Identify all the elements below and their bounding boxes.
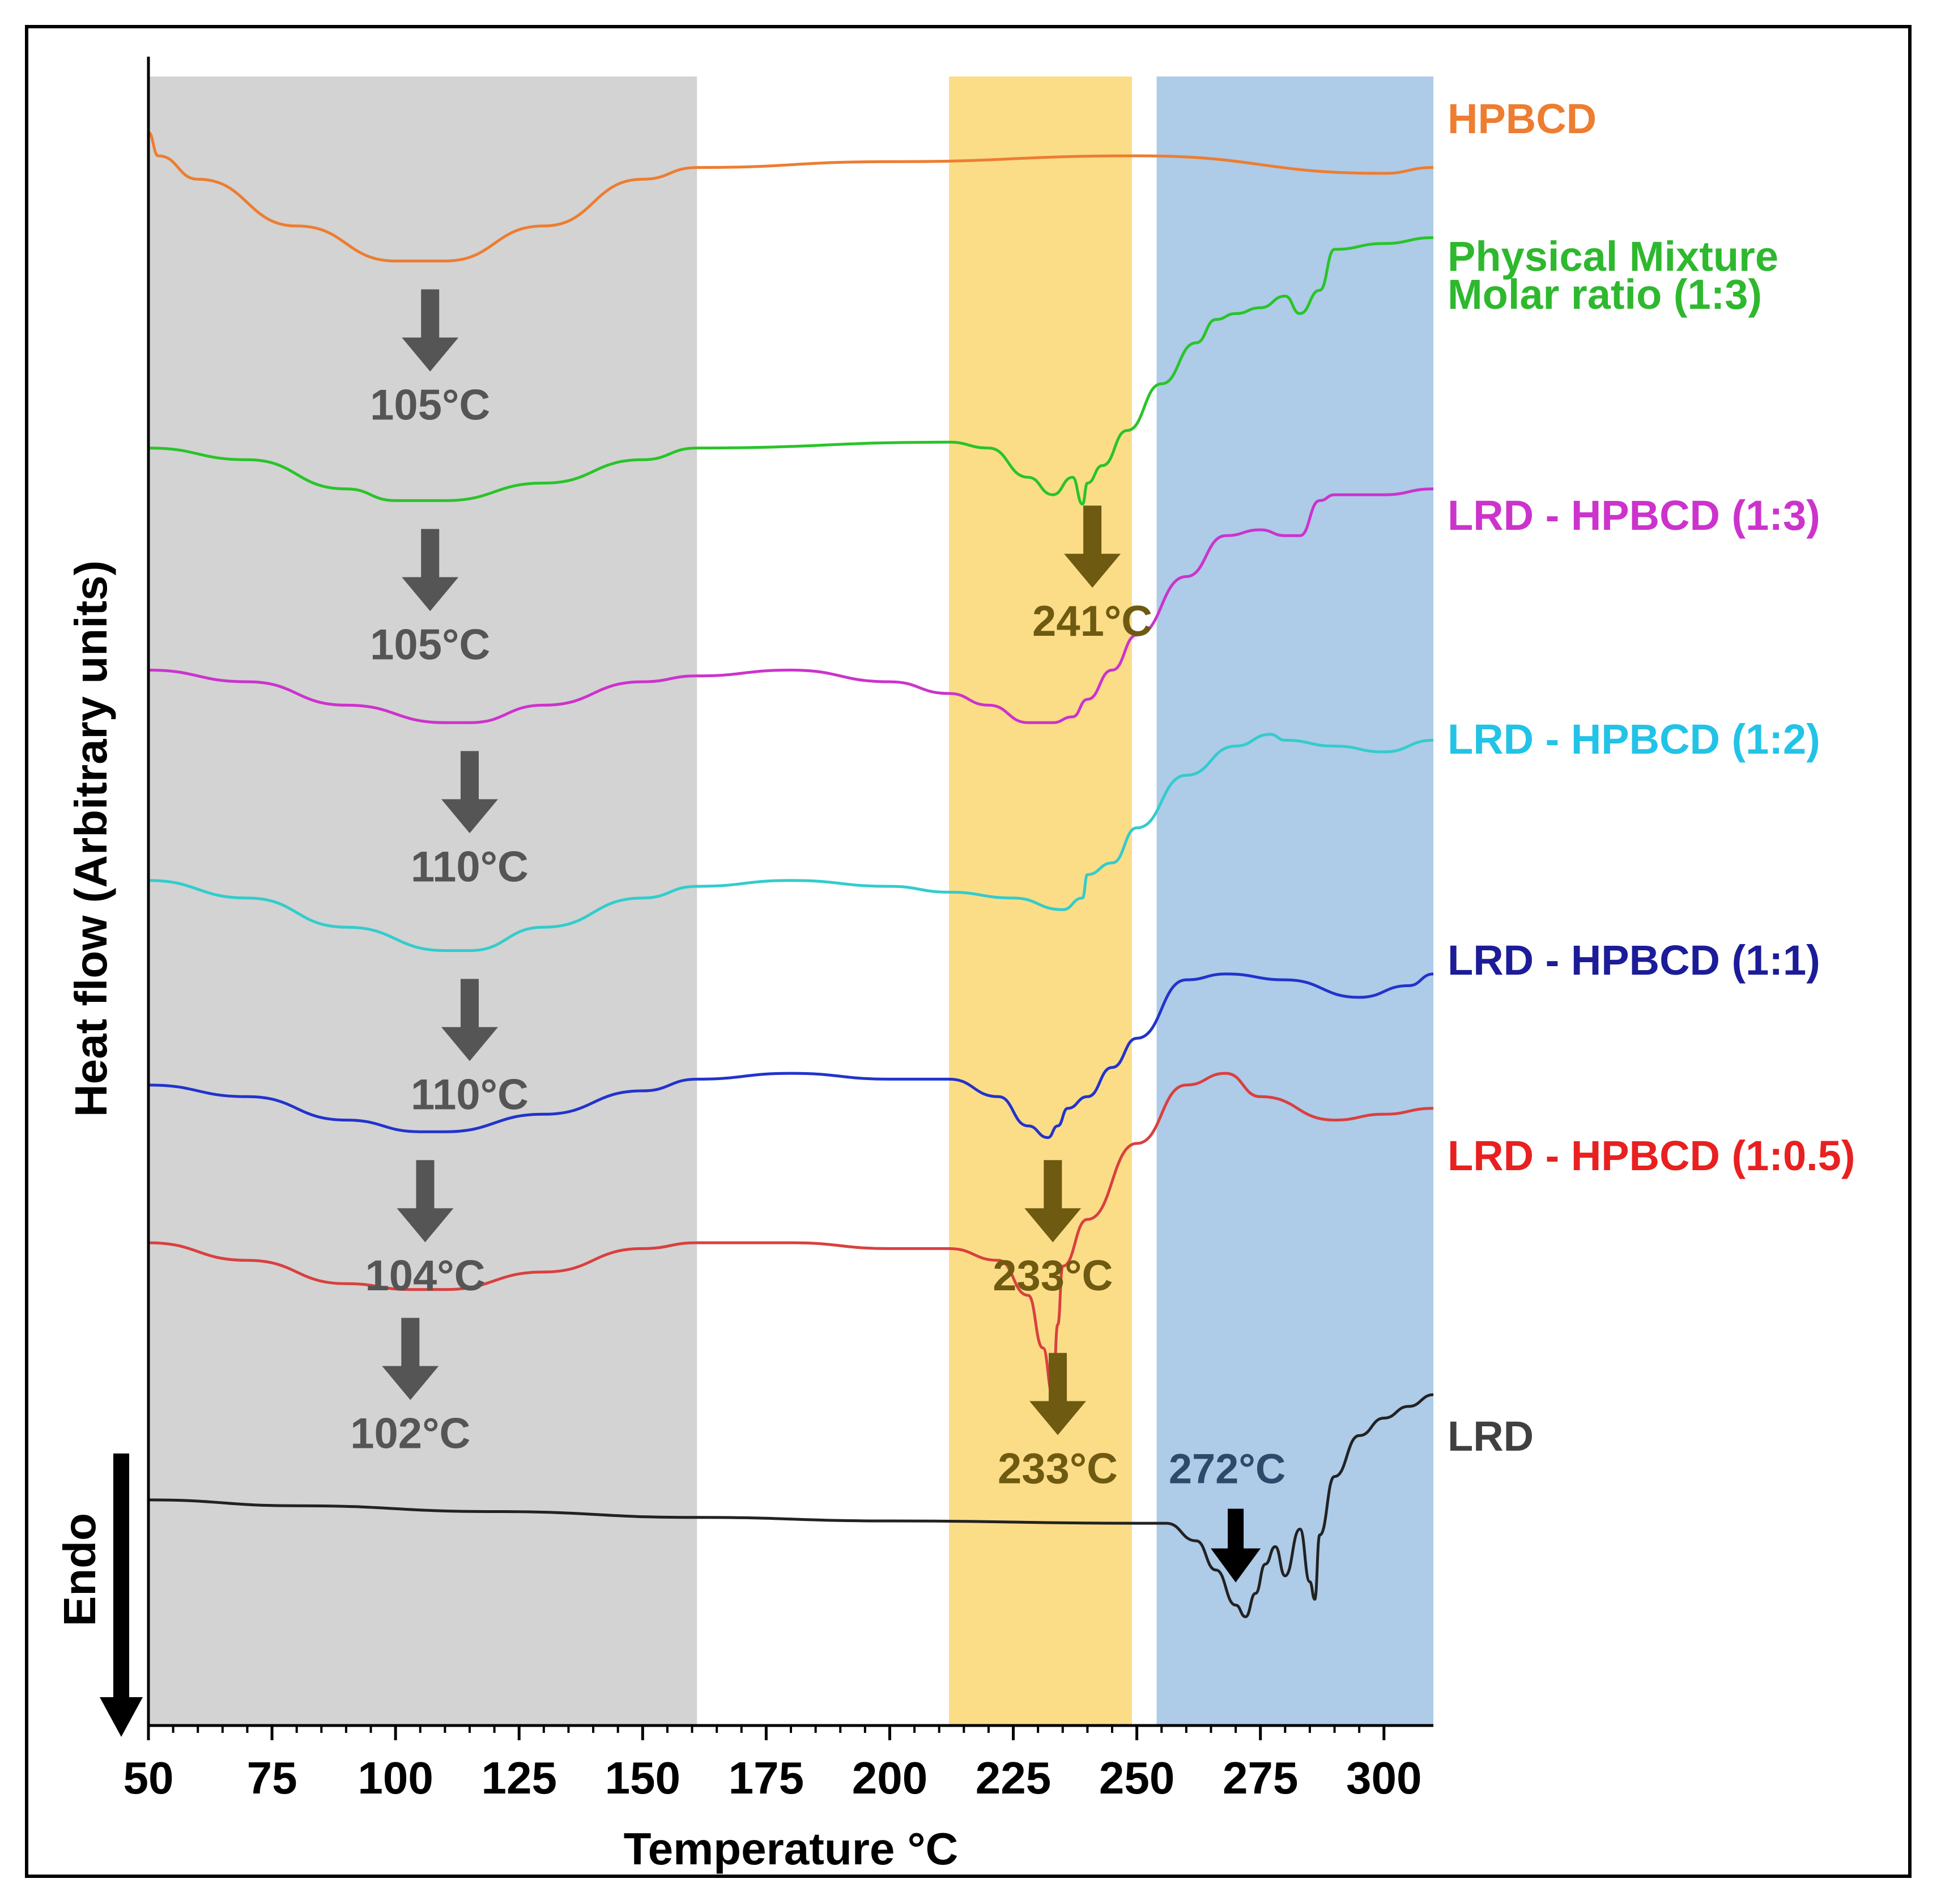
series-label: HPBCD — [1448, 95, 1597, 142]
annotation-label: 110°C — [411, 1071, 529, 1119]
annotation-label: 104°C — [365, 1252, 485, 1300]
annotation-arrow — [441, 979, 498, 1061]
annotation-arrow — [1064, 505, 1121, 588]
annotation-label: 105°C — [370, 620, 490, 669]
series-line-lrd-hpbcd-1-2 — [148, 733, 1434, 952]
annotation-label: 233°C — [998, 1445, 1118, 1493]
annotation-arrow — [1211, 1508, 1261, 1583]
annotation-label: 105°C — [370, 381, 490, 430]
annotation-arrow — [397, 1160, 454, 1243]
series-label: LRD - HPBCD (1:0.5) — [1448, 1132, 1855, 1179]
annotation-label: 110°C — [411, 843, 529, 891]
x-axis-title: Temperature °C — [624, 1824, 959, 1874]
figure-frame — [25, 25, 1912, 1878]
series-line-physical-mixture-molar-ratio-1-3 — [148, 236, 1434, 506]
series-label: LRD - HPBCD (1:1) — [1448, 937, 1820, 984]
annotation-arrow — [402, 529, 459, 611]
annotation-arrow — [1029, 1353, 1087, 1435]
series-line-lrd — [148, 1393, 1434, 1618]
annotation-label: 233°C — [993, 1252, 1113, 1300]
x-tick-label: 100 — [357, 1753, 433, 1803]
x-tick-label: 250 — [1099, 1753, 1174, 1803]
x-tick-label: 275 — [1223, 1753, 1298, 1803]
x-tick-label: 200 — [852, 1753, 927, 1803]
series-line-hpbcd — [147, 131, 1434, 263]
series-line-lrd-hpbcd-1-1 — [148, 972, 1434, 1139]
annotation-arrow — [441, 751, 498, 834]
series-label: LRD — [1448, 1413, 1534, 1460]
x-tick-label: 50 — [124, 1753, 174, 1803]
series-label: Physical Mixture — [1448, 233, 1778, 280]
degradation-region — [1156, 76, 1433, 1726]
y-axis-title: Heat flow (Arbitrary units) — [66, 560, 116, 1117]
x-tick-label: 125 — [481, 1753, 556, 1803]
annotation-label: 241°C — [1032, 597, 1152, 645]
x-tick-label: 150 — [605, 1753, 680, 1803]
endo-label: Endo — [54, 1513, 105, 1626]
series-label: Molar ratio (1:3) — [1448, 271, 1762, 318]
endo-arrow — [100, 1454, 143, 1737]
annotation-arrow — [402, 289, 459, 372]
melting-region — [949, 76, 1132, 1726]
series-line-lrd-hpbcd-1-3 — [148, 487, 1434, 724]
annotation-label: 272°C — [1169, 1446, 1286, 1493]
annotation-arrow — [382, 1318, 439, 1400]
x-tick-label: 75 — [247, 1753, 297, 1803]
series-label: LRD - HPBCD (1:2) — [1448, 716, 1820, 763]
series-label: LRD - HPBCD (1:3) — [1448, 492, 1820, 539]
annotation-arrow — [1024, 1160, 1082, 1243]
x-tick-label: 300 — [1346, 1753, 1421, 1803]
x-tick-label: 175 — [729, 1753, 804, 1803]
series-line-lrd-hpbcd-1-0-5 — [148, 1072, 1434, 1396]
annotation-label: 102°C — [350, 1410, 470, 1458]
x-tick-label: 225 — [976, 1753, 1051, 1803]
